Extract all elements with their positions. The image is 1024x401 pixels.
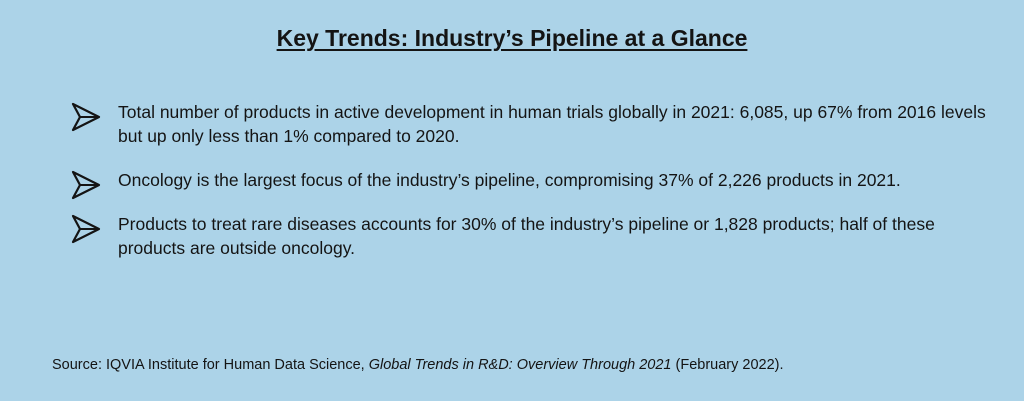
arrow-pointer-icon — [71, 102, 101, 132]
bullet-item: Total number of products in active devel… — [70, 100, 990, 148]
bullet-text: Oncology is the largest focus of the ind… — [118, 170, 901, 190]
page-title: Key Trends: Industry’s Pipeline at a Gla… — [276, 25, 748, 51]
bullet-item: Oncology is the largest focus of the ind… — [70, 168, 990, 200]
bullet-text: Products to treat rare diseases accounts… — [118, 214, 935, 258]
source-suffix: (February 2022). — [671, 357, 784, 373]
bullet-list: Total number of products in active devel… — [70, 100, 990, 280]
bullet-text: Total number of products in active devel… — [118, 102, 986, 146]
bullet-item: Products to treat rare diseases accounts… — [70, 212, 990, 260]
source-citation: Source: IQVIA Institute for Human Data S… — [52, 357, 784, 373]
arrow-pointer-icon — [71, 170, 101, 200]
source-title: Global Trends in R&D: Overview Through 2… — [368, 357, 672, 373]
source-prefix: Source: IQVIA Institute for Human Data S… — [52, 357, 369, 373]
arrow-pointer-icon — [71, 214, 101, 244]
